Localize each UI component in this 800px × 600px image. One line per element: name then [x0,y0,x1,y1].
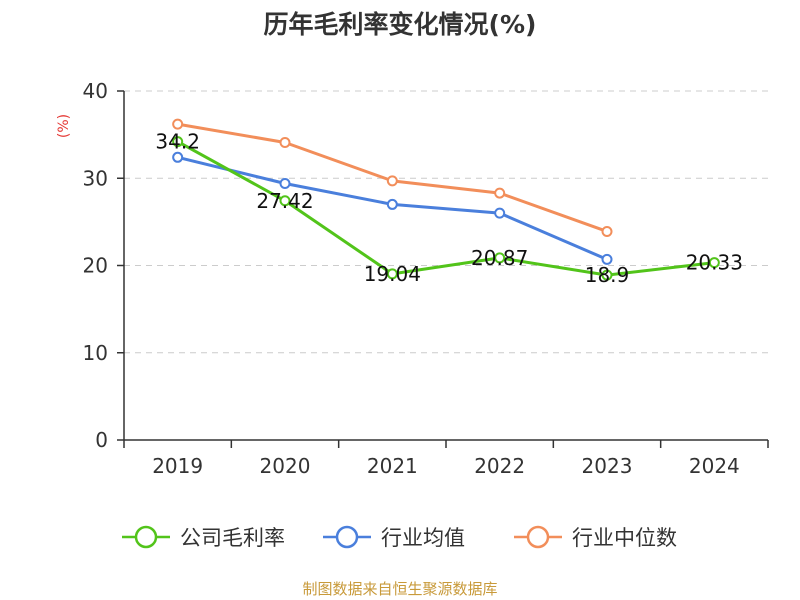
legend-marker [526,525,550,549]
legend-label: 行业均值 [381,526,465,550]
data-point [494,187,506,199]
data-point [172,118,184,130]
data-point [494,207,506,219]
data-point [601,225,613,237]
axes: 0 10 20 30 40 2019 2020 2021 2022 2023 2024 [83,79,769,478]
data-label: 19.04 [364,262,421,286]
legend-marker [335,525,359,549]
y-tick-label: 20 [83,254,108,278]
x-tick-label: 2019 [152,454,203,478]
data-point [386,198,398,210]
series-lines [172,118,720,281]
chart-title: 历年毛利率变化情况(%) [264,10,537,39]
data-point [172,136,184,148]
legend-marker [134,525,158,549]
x-tick-label: 2024 [689,454,740,478]
x-tick-label: 2020 [260,454,311,478]
data-point [386,175,398,187]
legend: 公司毛利率 行业均值 行业中位数 [122,525,677,550]
y-axis-label: (%) [56,114,72,138]
data-label: 20.33 [686,251,743,275]
data-label: 18.9 [585,263,630,287]
legend-label: 公司毛利率 [180,526,285,550]
y-tick-label: 40 [83,79,108,103]
data-label: 27.42 [256,189,313,213]
data-point [386,268,398,280]
y-tick-label: 0 [95,428,108,452]
data-point [279,177,291,189]
data-labels: 34.2 27.42 19.04 20.87 18.9 20.33 [155,130,743,287]
legend-label: 行业中位数 [572,526,677,550]
data-point [601,253,613,265]
data-point [601,269,613,281]
data-label: 20.87 [471,246,528,270]
data-label: 34.2 [155,130,200,154]
data-point [494,252,506,264]
x-tick-label: 2021 [367,454,418,478]
data-point [708,257,720,269]
series-line-0 [176,140,715,277]
y-tick-label: 10 [83,341,108,365]
x-tick-label: 2023 [582,454,633,478]
data-point [279,136,291,148]
data-source-note: 制图数据来自恒生聚源数据库 [302,580,497,598]
data-point [172,151,184,163]
x-tick-label: 2022 [474,454,525,478]
data-point [279,195,291,207]
y-tick-label: 30 [83,166,108,190]
